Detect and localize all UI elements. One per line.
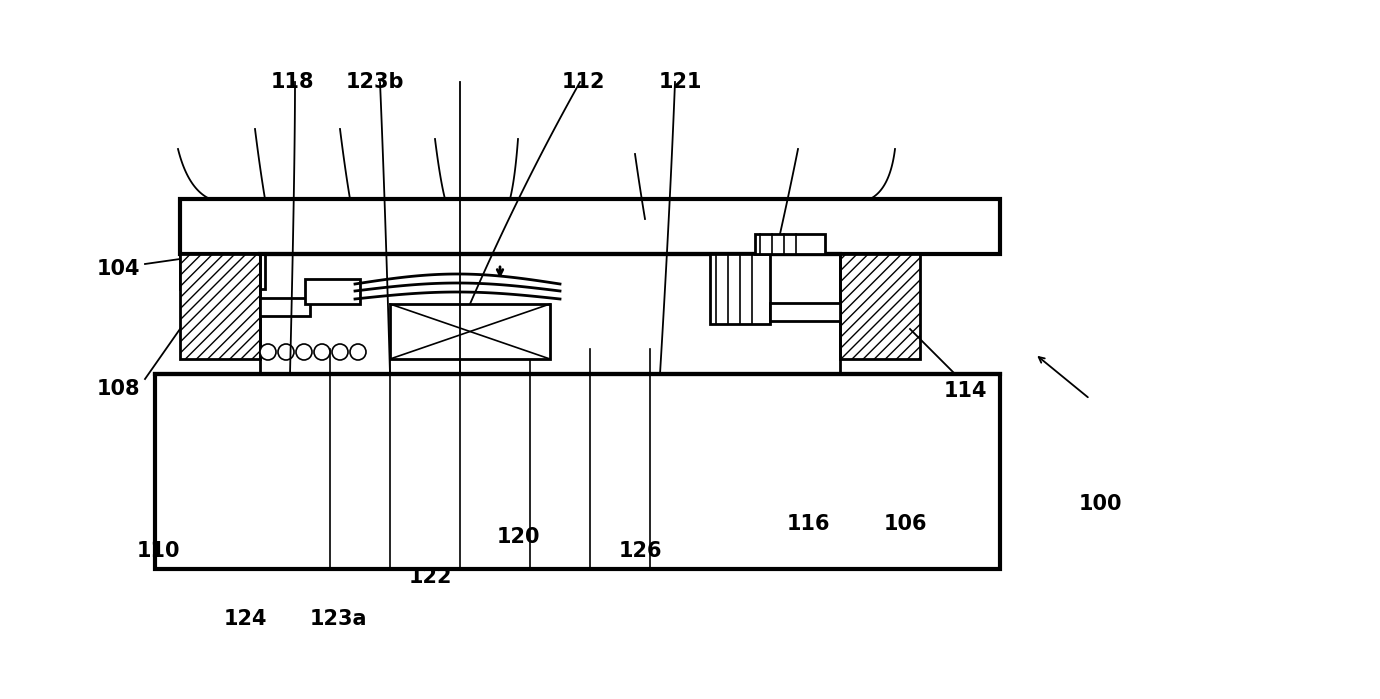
Circle shape xyxy=(295,344,312,360)
Text: 121: 121 xyxy=(658,72,702,92)
Bar xyxy=(179,254,265,289)
Text: 123b: 123b xyxy=(346,72,404,92)
Circle shape xyxy=(315,344,330,360)
Circle shape xyxy=(277,344,294,360)
Text: 110: 110 xyxy=(137,541,179,561)
Text: 100: 100 xyxy=(1078,494,1122,514)
Bar xyxy=(259,298,310,316)
Text: 108: 108 xyxy=(97,379,139,399)
Text: 126: 126 xyxy=(618,541,662,561)
Bar xyxy=(305,279,360,304)
Bar xyxy=(391,304,551,359)
Bar xyxy=(709,254,770,324)
Text: 124: 124 xyxy=(224,609,266,629)
Circle shape xyxy=(333,344,348,360)
Bar xyxy=(179,254,259,359)
Text: 122: 122 xyxy=(408,567,451,587)
Text: 106: 106 xyxy=(883,514,927,534)
Text: 114: 114 xyxy=(944,381,987,401)
Bar xyxy=(755,234,825,254)
Text: 120: 120 xyxy=(497,527,540,547)
Text: 123a: 123a xyxy=(309,609,367,629)
Text: 118: 118 xyxy=(270,72,313,92)
Text: 116: 116 xyxy=(787,514,829,534)
Bar xyxy=(155,374,1000,569)
Text: 104: 104 xyxy=(97,259,139,279)
Circle shape xyxy=(259,344,276,360)
Text: 112: 112 xyxy=(562,72,604,92)
Circle shape xyxy=(351,344,366,360)
Bar xyxy=(179,199,1000,254)
Bar xyxy=(770,303,840,321)
Bar xyxy=(840,254,920,359)
